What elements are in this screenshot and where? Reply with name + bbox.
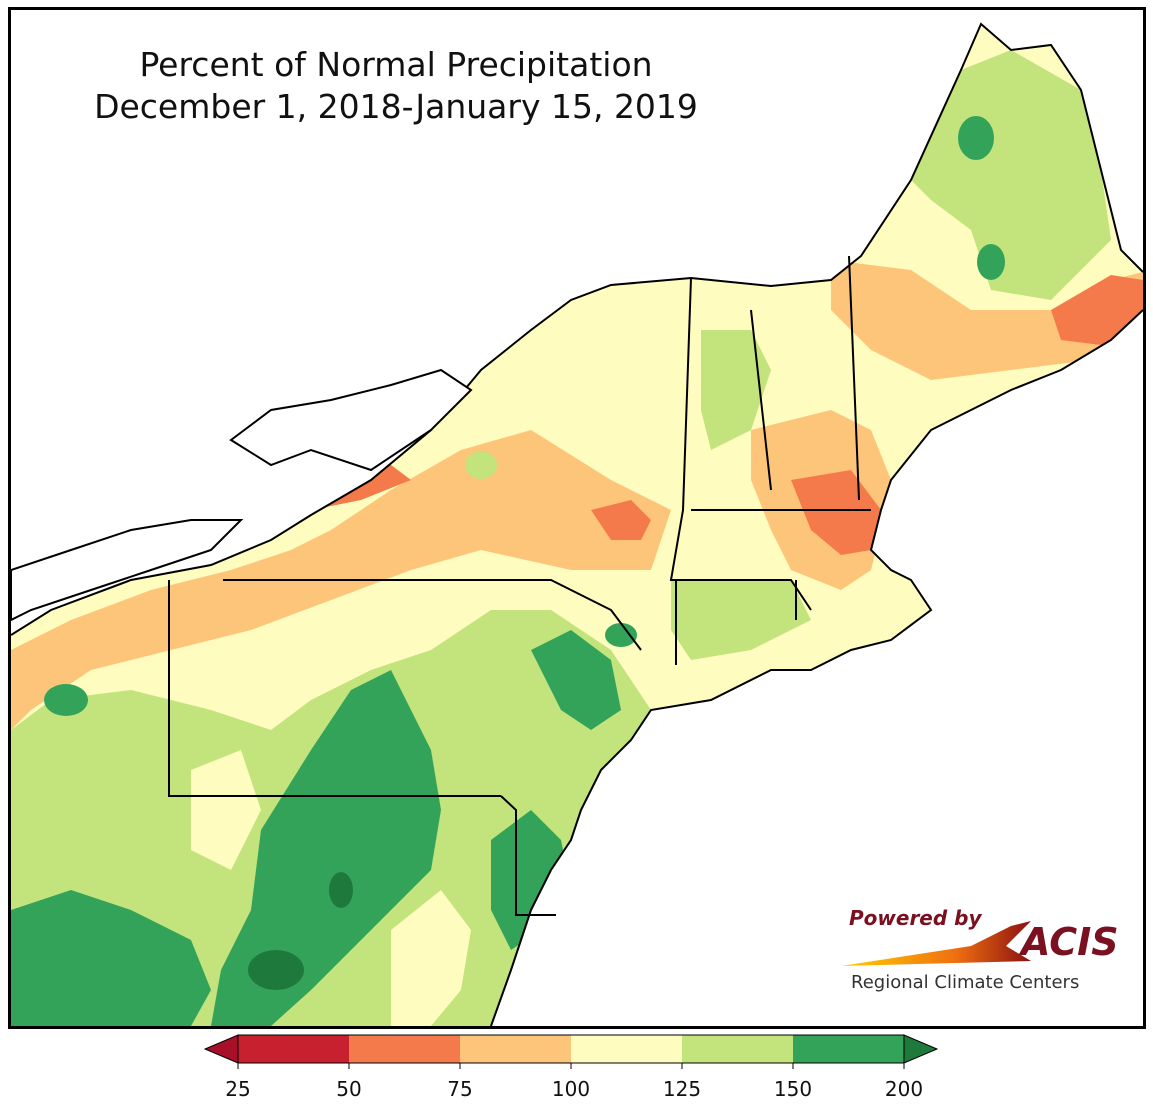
legend-tick-label: 200 [885, 1077, 923, 1101]
legend-bin-125-150 [682, 1035, 793, 1063]
legend-tick-label: 75 [447, 1077, 472, 1101]
map-title: Percent of Normal Precipitation [139, 45, 653, 84]
legend-tick-label: 50 [336, 1077, 361, 1101]
acis-swoosh-icon [841, 921, 1031, 966]
powered-by-text: Powered by [849, 906, 982, 930]
legend-bin-75-100 [460, 1035, 571, 1063]
state-boundaries [11, 22, 1143, 1026]
legend-over-arrow [903, 1034, 939, 1064]
color-legend: 25 50 75 100 125 150 200 [203, 1034, 939, 1101]
acis-brand-text: ACIS [1021, 920, 1119, 964]
legend-bin-150-200 [793, 1035, 904, 1063]
great-lakes [11, 368, 473, 622]
legend-tick-label: 100 [552, 1077, 590, 1101]
legend-under-arrow [203, 1034, 239, 1064]
legend-tick-label: 25 [225, 1077, 250, 1101]
legend-bin-50-75 [349, 1035, 460, 1063]
legend-tick-label: 150 [774, 1077, 812, 1101]
precipitation-map [11, 22, 1143, 1026]
map-frame: Percent of Normal Precipitation December… [8, 7, 1146, 1029]
map-date-range: December 1, 2018-January 15, 2019 [94, 87, 698, 126]
legend-bin-100-125 [571, 1035, 682, 1063]
rcc-text: Regional Climate Centers [851, 972, 1080, 993]
acis-logo: Powered by ACIS Regional Climate Centers [831, 906, 1131, 1006]
legend-bin-25-50 [238, 1035, 349, 1063]
precip-fields [11, 24, 1143, 1026]
legend-tick-label: 125 [663, 1077, 701, 1101]
